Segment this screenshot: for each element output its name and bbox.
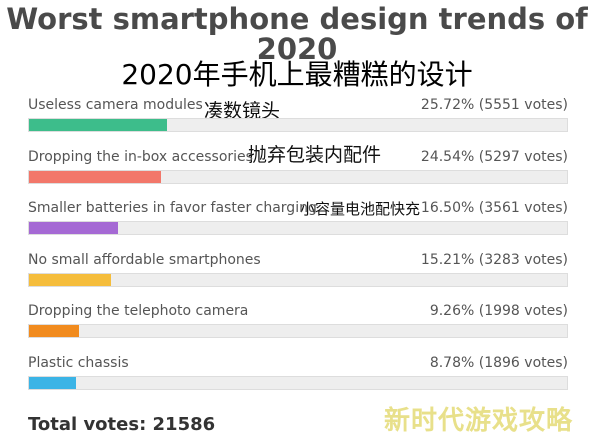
bar-track [28, 272, 568, 287]
value-label: 8.78% (1896 votes) [429, 354, 568, 371]
category-label: Plastic chassis [28, 354, 129, 371]
poll-row: No small affordable smartphones 15.21% (3… [28, 251, 568, 297]
chart-title: Worst smartphone design trends of 2020 [6, 4, 588, 64]
chinese-caption-3: 小容量电池配快充 [300, 200, 421, 218]
category-label: Dropping the in-box accessories [28, 148, 253, 165]
bar [29, 325, 79, 337]
value-label: 9.26% (1998 votes) [429, 303, 568, 319]
bar-track [28, 221, 568, 235]
bar [29, 222, 118, 234]
value-label: 25.72% (5551 votes) [420, 97, 568, 113]
poll-row: Useless camera modules 25.72% (5551 votes… [28, 96, 568, 142]
chinese-caption-2: 抛弃包装内配件 [248, 144, 382, 166]
value-label: 16.50% (3561 votes) [420, 200, 568, 216]
value-label: 24.54% (5297 votes) [420, 148, 568, 165]
bar [29, 119, 168, 131]
value-label: 15.21% (3283 votes) [420, 251, 568, 268]
poll-row: Plastic chassis 8.78% (1896 votes) [28, 354, 568, 400]
total-votes: Total votes: 21586 [28, 414, 216, 435]
category-label: Dropping the telephoto camera [28, 303, 249, 319]
watermark: 新时代游戏攻略 [384, 406, 574, 436]
chinese-title-overlay: 2020年手机上最糟糕的设计 [121, 58, 473, 91]
bar [29, 170, 162, 183]
bar-track [28, 375, 568, 390]
bar-track [28, 324, 568, 338]
bar [29, 376, 77, 389]
bar-track [28, 118, 568, 132]
poll-row: Dropping the telephoto camera 9.26% (1998… [28, 302, 568, 348]
chinese-caption-1: 凑数镜头 [204, 100, 281, 122]
poll-row: Smaller batteries in favor faster chargi… [28, 199, 568, 245]
category-label: Smaller batteries in favor faster chargi… [28, 200, 317, 216]
bar [29, 273, 111, 286]
poll-row: Dropping the in-box accessories 24.54% (5… [28, 148, 568, 194]
category-label: No small affordable smartphones [28, 251, 261, 268]
bar-track [28, 169, 568, 184]
category-label: Useless camera modules [28, 97, 203, 113]
